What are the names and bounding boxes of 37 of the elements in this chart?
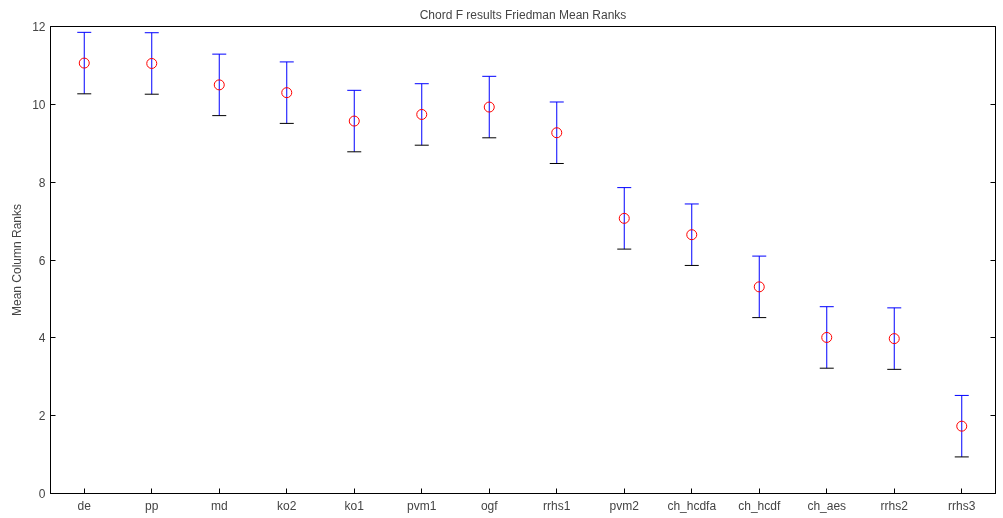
x-tick-label: de <box>77 498 92 513</box>
x-tick-label: ch_hcdf <box>738 498 781 513</box>
point <box>213 79 225 91</box>
y-axis-title: Mean Column Ranks <box>10 203 25 317</box>
y-tick-label: 6 <box>38 253 46 268</box>
x-tick-label: rrhs3 <box>948 498 976 513</box>
x-tick-label: md <box>210 498 228 513</box>
y-tick-label: 10 <box>32 97 46 112</box>
point <box>146 57 158 69</box>
x-tick-label: pp <box>145 498 159 513</box>
point <box>78 57 90 69</box>
y-tick-label: 12 <box>32 20 46 34</box>
point <box>753 281 765 293</box>
x-tick-label: ko1 <box>344 498 365 513</box>
point <box>483 101 495 113</box>
x-tick-label: rrhs1 <box>543 498 571 513</box>
y-tick-label: 0 <box>38 487 46 501</box>
point <box>348 115 360 127</box>
point <box>281 87 293 99</box>
y-tick-label: 4 <box>38 331 46 346</box>
point <box>888 333 900 345</box>
point <box>956 420 968 432</box>
x-tick-label: rrhs2 <box>880 498 909 513</box>
x-tick-label: pvm1 <box>407 498 437 513</box>
point <box>686 229 698 241</box>
point <box>551 127 563 139</box>
point <box>618 212 630 224</box>
x-tick-label: ko2 <box>277 498 297 513</box>
y-tick-label: 8 <box>38 175 46 190</box>
point <box>416 108 428 120</box>
x-tick-label: ogf <box>480 498 499 513</box>
x-tick-label: pvm2 <box>609 498 640 513</box>
point <box>821 331 833 343</box>
y-tick-label: 2 <box>38 409 46 424</box>
chart-title: Chord F results Friedman Mean Ranks <box>419 7 627 22</box>
x-tick-label: ch_aes <box>807 498 847 513</box>
x-tick-label: ch_hcdfa <box>667 498 717 513</box>
